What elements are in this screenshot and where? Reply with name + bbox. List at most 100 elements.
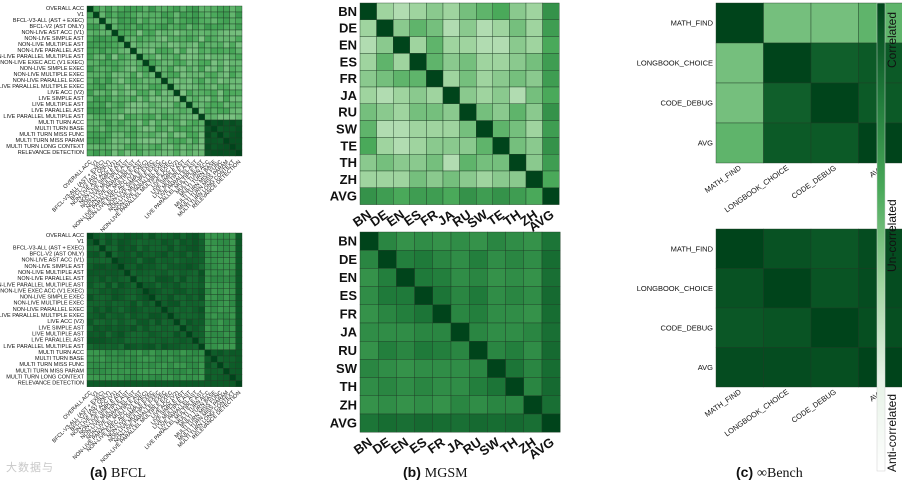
heatmap-cell (161, 95, 168, 103)
heatmap-cell (130, 149, 137, 157)
heatmap-cell (179, 95, 187, 103)
heatmap-cell (459, 137, 477, 155)
heatmap-cell (192, 368, 199, 375)
heatmap-cell (111, 119, 119, 127)
heatmap-cell (161, 77, 168, 85)
heatmap-cell (198, 113, 206, 121)
heatmap-cell (235, 380, 243, 387)
heatmap-cell (223, 318, 230, 326)
heatmap-cell (198, 306, 206, 314)
heatmap-cell (204, 77, 212, 85)
heatmap-cell (210, 275, 218, 283)
heatmap-cell (154, 71, 162, 79)
heatmap-cell (229, 238, 237, 246)
heatmap-cell (216, 288, 224, 295)
heatmap-cell (376, 120, 394, 138)
heatmap-cell (229, 65, 237, 73)
heatmap-cell (173, 306, 181, 314)
heatmap-cell (198, 11, 206, 19)
heatmap-cell (111, 137, 119, 145)
heatmap-cell (142, 35, 150, 43)
heatmap-cell (192, 17, 199, 25)
heatmap-cell (198, 245, 206, 252)
heatmap-cell (148, 77, 156, 85)
heatmap-cell (105, 294, 112, 301)
heatmap-cell (105, 282, 112, 289)
heatmap-cell (173, 361, 181, 369)
heatmap-cell (235, 318, 243, 326)
heatmap-cell (229, 331, 237, 338)
heatmap-cell (167, 337, 175, 344)
heatmap-cell (198, 137, 206, 145)
heatmap-cell (173, 312, 181, 320)
heatmap-cell (148, 251, 156, 258)
heatmap-cell (130, 17, 137, 25)
y-tick-label: TH (340, 155, 357, 170)
heatmap-cell (154, 23, 162, 31)
heatmap-cell (459, 2, 477, 20)
heatmap-cell (229, 232, 237, 240)
heatmap-cell (810, 228, 859, 269)
heatmap-cell (136, 300, 144, 307)
heatmap-cell (173, 107, 181, 115)
heatmap-cell (117, 306, 125, 314)
heatmap-cell (111, 23, 119, 31)
heatmap-cell (92, 318, 100, 326)
y-tick-label: BFCL-V2 (AST ONLY) (29, 24, 84, 30)
heatmap-cell (136, 361, 144, 369)
heatmap-cell (223, 306, 230, 314)
heatmap-cell (185, 232, 193, 240)
heatmap-cell (161, 312, 168, 320)
heatmap-cell (192, 269, 199, 277)
heatmap-cell (142, 257, 150, 264)
heatmap-cell (148, 59, 156, 67)
heatmap-cell (409, 170, 427, 188)
heatmap-cell (130, 232, 137, 240)
heatmap-cell (179, 149, 187, 157)
heatmap-cell (130, 251, 137, 258)
heatmap-cell (142, 337, 150, 344)
heatmap-cell (130, 113, 137, 121)
heatmap-cell (198, 361, 206, 369)
heatmap-cell (92, 355, 100, 363)
heatmap-cell (86, 355, 94, 363)
heatmap-cell (111, 125, 119, 133)
heatmap-cell (173, 5, 181, 13)
y-tick-label: NON-LIVE PARALLEL MULTIPLE AST (0, 54, 85, 60)
heatmap-cell (142, 101, 150, 109)
heatmap-b-top: BNDEENESFRJARUSWTETHZHAVGBNDEENESFRJARUS… (330, 2, 560, 235)
heatmap-cell (142, 23, 150, 31)
heatmap-cell (185, 65, 193, 73)
heatmap-cell (161, 294, 168, 301)
y-tick-label: MATH_FIND (671, 19, 714, 28)
heatmap-cell (210, 380, 218, 387)
heatmap-cell (99, 59, 106, 67)
heatmap-cell (123, 71, 131, 79)
heatmap-cell (185, 275, 193, 283)
heatmap-cell (167, 275, 175, 283)
heatmap-cell (185, 263, 193, 271)
heatmap-cell (92, 119, 100, 127)
heatmap-cell (505, 304, 525, 324)
heatmap-cell (223, 47, 230, 55)
heatmap-cell (173, 245, 181, 252)
heatmap-cell (229, 263, 237, 271)
heatmap-cell (142, 83, 150, 91)
heatmap-cell (154, 65, 162, 73)
heatmap-cell (167, 232, 175, 240)
heatmap-cell (117, 83, 125, 91)
heatmap-cell (130, 53, 137, 61)
heatmap-cell (442, 170, 460, 188)
heatmap-cell (154, 53, 162, 61)
heatmap-cell (117, 232, 125, 240)
heatmap-cell (86, 300, 94, 307)
heatmap-cell (192, 23, 199, 31)
heatmap-cell (359, 286, 379, 306)
heatmap-cell (130, 275, 137, 283)
heatmap-cell (192, 245, 199, 252)
heatmap-cell (130, 238, 137, 246)
heatmap-cell (409, 19, 427, 37)
heatmap-cell (154, 41, 162, 49)
heatmap-cell (192, 374, 199, 381)
heatmap-cell (235, 312, 243, 320)
